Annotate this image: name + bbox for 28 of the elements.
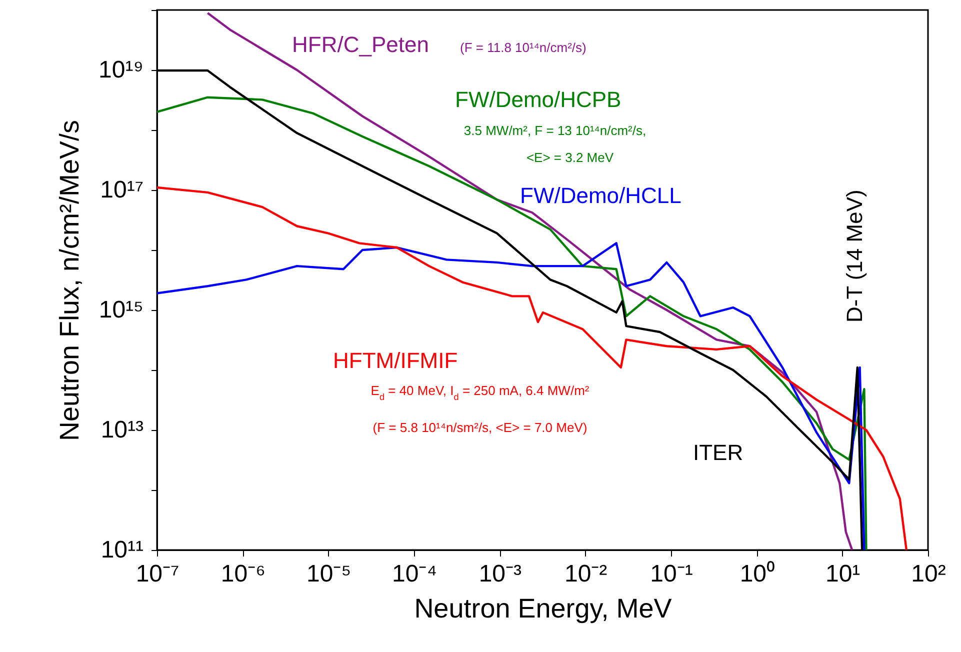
text: FW/Demo/HCLL xyxy=(520,183,682,208)
x-tick-label: 10⁻⁵ xyxy=(306,560,352,588)
annotation: (F = 5.8 10¹⁴n/sm²/s, <E> = 7.0 MeV) xyxy=(372,420,588,435)
y-tick-label: 10¹⁵ xyxy=(98,296,144,324)
y-tick-label: 10¹⁹ xyxy=(98,56,144,84)
x-tick-label: 10² xyxy=(911,560,946,588)
text: FW/Demo/HCPB xyxy=(455,87,622,112)
annotation: 3.5 MW/m², F = 13 10¹⁴n/cm²/s, xyxy=(464,123,646,138)
x-tick-label: 10⁻⁶ xyxy=(220,560,266,588)
y-tick-label: 10¹³ xyxy=(100,416,144,444)
x-tick-label: 10⁻¹ xyxy=(650,560,693,588)
text: HFTM/IFMIF xyxy=(333,348,458,373)
y-tick-label: 10¹¹ xyxy=(100,536,144,564)
annotation: D-T (14 MeV) xyxy=(842,190,867,323)
annotation: <E> = 3.2 MeV xyxy=(526,150,614,165)
x-tick-label: 10⁻⁷ xyxy=(136,560,180,588)
x-tick-label: 10⁻⁴ xyxy=(392,560,438,588)
y-axis-title: Neutron Flux, n/cm²/MeV/s xyxy=(54,120,85,442)
y-tick-label: 10¹⁷ xyxy=(100,176,144,204)
x-tick-label: 10⁻³ xyxy=(478,560,522,588)
x-axis-title: Neutron Energy, MeV xyxy=(414,594,672,624)
x-tick-label: 10⁻² xyxy=(564,560,608,588)
series-label: HFR/C_Peten xyxy=(292,32,429,57)
x-tick-label: 10¹ xyxy=(825,560,860,588)
annotation: E$_{d}$ = 40 MeV, I$_{d}$ = 250 mA, 6.4 MW/m² xyxy=(370,383,590,402)
x-tick-label: 10⁰ xyxy=(740,560,775,588)
annotation: (F = 11.8 10¹⁴n/cm²/s) xyxy=(460,40,586,55)
text: ITER xyxy=(693,440,744,465)
